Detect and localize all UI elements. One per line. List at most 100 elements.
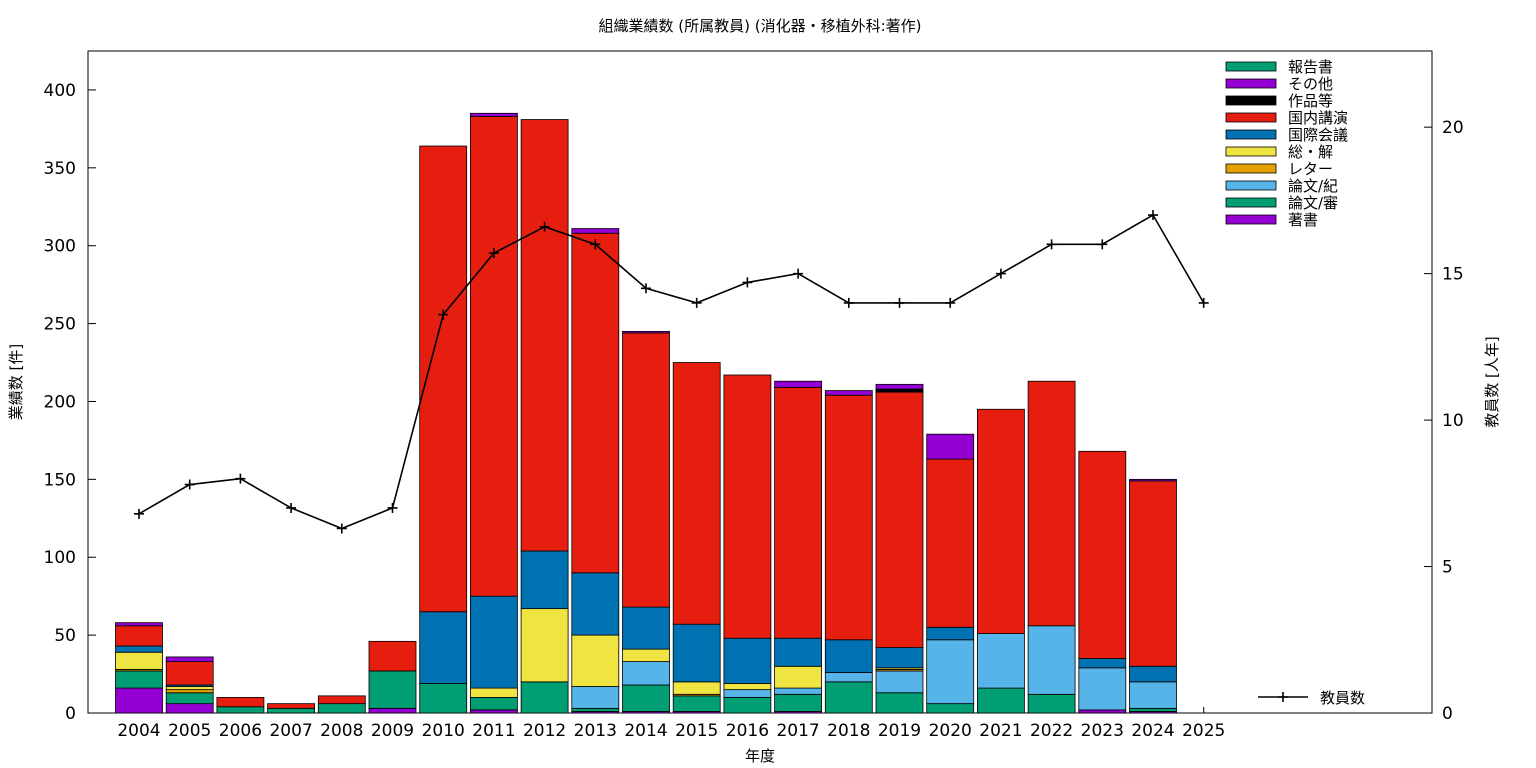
bar-segment: [368, 670, 417, 709]
bar-segment: [723, 697, 772, 714]
bar-segment: [977, 633, 1025, 689]
x-tick-label: 2004: [117, 721, 160, 741]
x-tick-label: 2023: [1081, 721, 1124, 741]
y2-tick-label: 5: [1442, 558, 1453, 578]
bar-segment: [469, 709, 518, 714]
bar-segment: [317, 695, 366, 705]
bar-segment: [520, 681, 569, 714]
bar-segment: [1129, 478, 1177, 482]
bar-segment: [672, 681, 721, 695]
y-tick-label: 300: [44, 237, 76, 257]
legend-label: 論文/審: [1288, 194, 1338, 212]
y-axis-right: 0 5 10 15 20: [1424, 118, 1464, 724]
bar-segment: [875, 647, 924, 669]
y-tick-label: 100: [44, 548, 76, 568]
y2-tick-label: 0: [1442, 704, 1453, 724]
x-tick-label: 2019: [878, 721, 921, 741]
legend-swatch: [1225, 129, 1277, 140]
bar-segment: [571, 707, 620, 712]
bar-segment: [115, 622, 163, 627]
faculty-point: [488, 248, 499, 259]
bar-segment: [875, 383, 924, 390]
legend-swatch: [1225, 214, 1277, 225]
bar-segment: [926, 626, 975, 641]
bar-segment: [1027, 380, 1076, 627]
y-tick-label: 200: [44, 392, 76, 412]
y-axis-left: 0 50 100 150 200 250 300 350 400: [44, 81, 96, 724]
y2-axis-label: 教員数 [人年]: [1483, 336, 1501, 427]
bar-segment: [1078, 667, 1127, 711]
bar-segment: [774, 387, 822, 639]
faculty-point: [590, 239, 601, 250]
bar-segment: [115, 645, 163, 653]
bar-segment: [317, 703, 366, 714]
bar-segment: [571, 572, 620, 636]
bar-segment: [723, 683, 772, 691]
y-tick-label: 250: [44, 315, 76, 335]
x-tick-label: 2025: [1182, 721, 1225, 741]
bar-segment: [115, 651, 163, 670]
x-tick-label: 2007: [269, 721, 312, 741]
faculty-point: [742, 277, 753, 288]
bar-segment: [216, 697, 265, 708]
faculty-line: [134, 210, 1209, 534]
legend-swatch: [1225, 146, 1277, 157]
bar-segment: [115, 670, 163, 689]
bar-segment: [267, 707, 316, 714]
legend-label: 総・解: [1288, 143, 1333, 161]
bar-segment: [875, 391, 924, 648]
legend-swatch: [1225, 180, 1277, 191]
y2-tick-label: 15: [1442, 265, 1464, 285]
bar-segment: [419, 611, 468, 684]
legend-label: 著書: [1288, 211, 1318, 229]
x-tick-label: 2024: [1131, 721, 1174, 741]
y-tick-label: 50: [54, 626, 76, 646]
legend-label: レター: [1288, 160, 1333, 178]
faculty-point: [894, 297, 905, 308]
bar-segment: [419, 145, 468, 613]
bar-segment: [1078, 450, 1127, 659]
x-tick-label: 2009: [371, 721, 414, 741]
bar-segment: [824, 390, 873, 396]
faculty-line-path: [138, 213, 1205, 530]
bar-segment: [469, 697, 518, 711]
bar-segment: [267, 703, 316, 709]
bar-segment: [571, 634, 620, 687]
faculty-point: [945, 297, 956, 308]
y-tick-label: 0: [65, 704, 76, 724]
bar-segment: [622, 332, 670, 608]
legend-swatch: [1225, 197, 1277, 208]
legend-label: 国際会議: [1288, 126, 1348, 144]
faculty-point: [286, 502, 297, 513]
bar-segment: [571, 232, 620, 574]
legend-label: 作品等: [1288, 92, 1333, 110]
faculty-point: [539, 221, 550, 232]
bar-segment: [469, 687, 518, 698]
faculty-point: [843, 297, 854, 308]
x-tick-label: 2006: [219, 721, 262, 741]
x-tick-label: 2021: [979, 721, 1022, 741]
faculty-point: [793, 268, 804, 279]
x-tick-label: 2022: [1030, 721, 1073, 741]
bar-segment: [165, 692, 214, 705]
x-tick-label: 2020: [929, 721, 972, 741]
bar-segment: [368, 640, 417, 672]
x-tick-label: 2017: [776, 721, 819, 741]
legend-label: 教員数: [1320, 689, 1365, 707]
faculty-point: [1046, 239, 1057, 250]
bar-segment: [1129, 681, 1177, 709]
bar-segment: [469, 112, 518, 117]
bar-segment: [672, 362, 721, 625]
legend-label: 報告書: [1288, 58, 1333, 76]
bar-segment: [165, 703, 214, 714]
x-tick-label: 2014: [624, 721, 667, 741]
x-tick-label: 2010: [422, 721, 465, 741]
bar-segment: [824, 672, 873, 683]
bar-segment: [672, 695, 721, 712]
y-tick-label: 150: [44, 470, 76, 490]
faculty-point: [995, 268, 1006, 279]
legend-swatch: [1225, 163, 1277, 174]
x-axis: 2004 2005 2006 2007 2008 2009 2010 2011 2012 2013…: [117, 707, 1225, 741]
